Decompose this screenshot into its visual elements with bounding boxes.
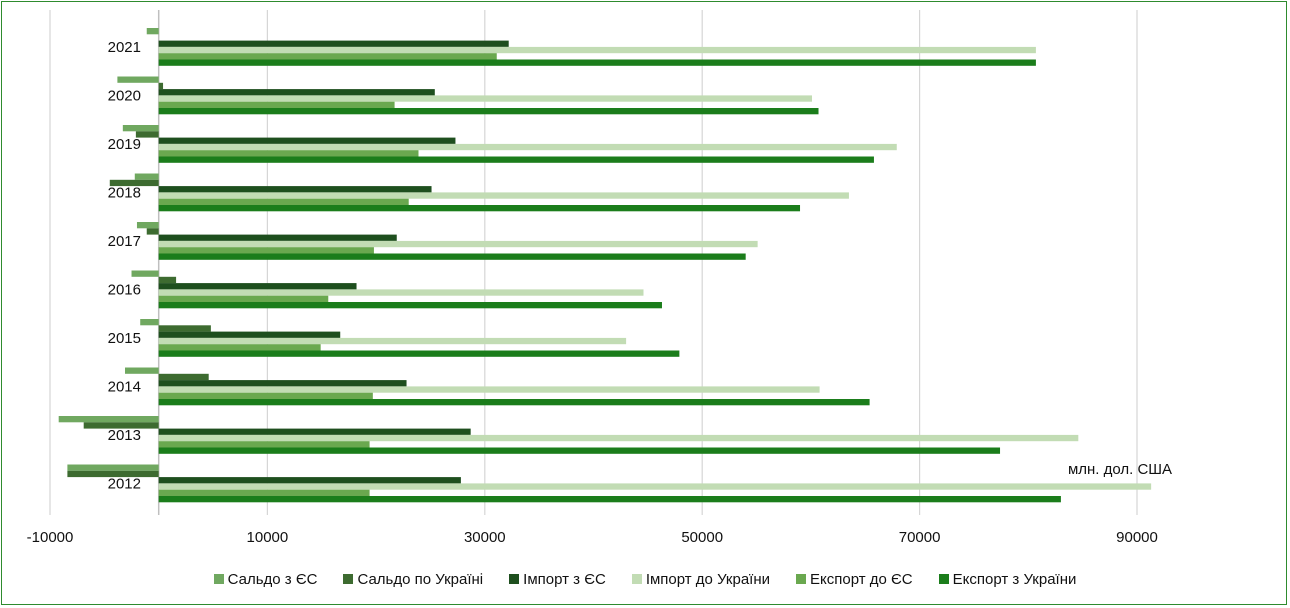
- category-label: 2018: [108, 184, 141, 201]
- category-label: 2020: [108, 87, 141, 104]
- legend-label: Експорт з України: [952, 570, 1077, 588]
- bar-2017-2: Сальдо по Україні 2017: -1100: [146, 228, 159, 235]
- bar-2014-1: Сальдо з ЄС 2014: -3100: [125, 367, 159, 374]
- unit-note: млн. дол. США: [1068, 461, 1172, 478]
- category-label: 2021: [108, 39, 141, 56]
- bar-2012-3: Імпорт з ЄС 2012: 27800: [158, 477, 461, 484]
- category-label: 2019: [108, 136, 141, 153]
- bar-2012-6: Експорт з України 2012: 83000: [158, 496, 1061, 503]
- bar-2014-6: Експорт з України 2014: 65400: [158, 399, 870, 406]
- legend-swatch: [343, 574, 354, 584]
- bar-2021-5: Експорт до ЄС 2021: 31100: [158, 53, 497, 60]
- bar-2017-3: Імпорт з ЄС 2017: 21900: [158, 234, 397, 241]
- bar-chart: Сальдо з ЄС 2021: -1100 Сальдо по Україні…: [27, 10, 1172, 546]
- bar-2014-5: Експорт до ЄС 2014: 19700: [158, 392, 373, 399]
- bar-2014-4: Імпорт до України 2014: 60800: [158, 386, 820, 393]
- legend-item: Імпорт з ЄС: [509, 571, 606, 588]
- bar-2013-5: Експорт до ЄС 2013: 19400: [158, 441, 370, 448]
- bar-2018-3: Імпорт з ЄС 2018: 25100: [158, 186, 432, 193]
- bar-2013-2: Сальдо по Україні 2013: -6900: [83, 422, 159, 429]
- legend-item: Сальдо з ЄС: [213, 570, 318, 588]
- bar-2021-6: Експорт з України 2021: 80700: [158, 59, 1036, 66]
- bar-2015-1: Сальдо з ЄС 2015: -1700: [140, 319, 159, 326]
- legend-label: Експорт до ЄС: [810, 570, 913, 588]
- bar-2015-5: Експорт до ЄС 2015: 14900: [158, 344, 321, 351]
- x-tick-label: 50000: [681, 529, 723, 546]
- bar-2017-6: Експорт з України 2017: 54000: [158, 253, 746, 260]
- bar-2020-2: Сальдо по Україні 2020: 400: [158, 82, 164, 90]
- legend-item: Експорт до ЄС: [796, 571, 913, 588]
- bar-2013-3: Імпорт з ЄС 2013: 28700: [158, 428, 471, 435]
- x-tick-label: 90000: [1116, 529, 1158, 546]
- category-label: 2013: [108, 427, 141, 444]
- bar-2016-4: Імпорт до України 2016: 44600: [158, 289, 644, 296]
- bar-2020-6: Експорт з України 2020: 60700: [158, 108, 819, 115]
- bar-2013-1: Сальдо з ЄС 2013: -9200: [58, 416, 159, 423]
- x-tick-label: 10000: [247, 529, 289, 546]
- x-tick-label: -10000: [27, 529, 74, 546]
- legend-item: Сальдо по Україні: [343, 571, 483, 588]
- x-tick-label: 30000: [464, 529, 506, 546]
- category-label: 2016: [108, 281, 141, 298]
- bars: Сальдо з ЄС 2021: -1100 Сальдо по Україні…: [58, 28, 1152, 503]
- bar-2018-1: Сальдо з ЄС 2018: -2200: [134, 173, 159, 180]
- bar-2015-2: Сальдо по Україні 2015: 4800: [158, 325, 211, 332]
- category-label: 2015: [108, 330, 141, 347]
- legend-item: Імпорт до України: [631, 570, 771, 588]
- bar-2017-1: Сальдо з ЄС 2017: -2000: [136, 222, 159, 229]
- bar-2015-4: Імпорт до України 2015: 43000: [158, 337, 627, 345]
- bar-2017-5: Експорт до ЄС 2017: 19800: [158, 247, 374, 254]
- bar-2015-3: Імпорт з ЄС 2015: 16700: [158, 331, 341, 338]
- x-axis-ticks: -10000 10000 30000 50000 70000 90000: [27, 529, 1158, 546]
- bar-2021-3: Імпорт з ЄС 2021: 32200: [158, 40, 509, 47]
- legend-label: Сальдо з ЄС: [227, 570, 318, 588]
- x-tick-label: 70000: [899, 529, 941, 546]
- bar-2020-3: Імпорт з ЄС 2020: 25400: [158, 89, 435, 96]
- bar-2018-6: Експорт з України 2018: 59000: [158, 205, 801, 212]
- bar-2021-4: Імпорт до України 2021: 80700: [158, 46, 1036, 54]
- bar-2021-1: Сальдо з ЄС 2021: -1100: [146, 28, 159, 35]
- bar-2020-5: Експорт до ЄС 2020: 21700: [158, 101, 395, 108]
- bar-2019-4: Імпорт до України 2019: 67900: [158, 143, 897, 151]
- legend-swatch: [213, 574, 224, 584]
- bar-2014-3: Імпорт з ЄС 2014: 22800: [158, 380, 407, 387]
- category-label: 2014: [108, 378, 141, 395]
- legend-label: Сальдо по Україні: [357, 570, 484, 588]
- bar-2020-1: Сальдо з ЄС 2020: -3800: [117, 76, 159, 83]
- bar-2017-4: Імпорт до України 2017: 55100: [158, 240, 758, 248]
- legend-swatch: [631, 574, 642, 584]
- bar-2019-5: Експорт до ЄС 2019: 23900: [158, 150, 419, 157]
- bar-2012-2: Сальдо по Україні 2012: -8400: [67, 470, 159, 478]
- legend-label: Імпорт з ЄС: [523, 570, 606, 588]
- bar-2018-2: Сальдо по Україні 2018: -4500: [109, 179, 159, 187]
- legend-swatch: [938, 574, 949, 584]
- bar-2019-2: Сальдо по Україні 2019: -2100: [135, 131, 159, 138]
- bar-2012-1: Сальдо з ЄС 2012: -8400: [67, 464, 159, 471]
- bar-2016-6: Експорт з України 2016: 46300: [158, 302, 662, 309]
- bar-2013-6: Експорт з України 2013: 77400: [158, 447, 1001, 454]
- category-label: 2017: [108, 233, 141, 250]
- legend-swatch: [509, 574, 520, 584]
- bar-2018-4: Імпорт до України 2018: 63500: [158, 192, 849, 199]
- bar-2014-2: Сальдо по Україні 2014: 4600: [158, 373, 209, 381]
- bar-2013-4: Імпорт до України 2013: 84600: [158, 434, 1079, 442]
- bar-2012-4: Імпорт до України 2012: 91300: [158, 483, 1152, 490]
- bar-2012-5: Експорт до ЄС 2012: 19400: [158, 489, 370, 496]
- bar-2015-6: Експорт з України 2015: 47900: [158, 350, 680, 357]
- bar-2016-5: Експорт до ЄС 2016: 15600: [158, 295, 329, 302]
- bar-2016-2: Сальдо по Україні 2016: 1600: [158, 276, 177, 284]
- legend-item: Експорт з України: [938, 570, 1077, 588]
- bar-2019-3: Імпорт з ЄС 2019: 27300: [158, 137, 456, 144]
- category-label: 2012: [108, 475, 141, 492]
- legend-label: Імпорт до України: [645, 570, 771, 588]
- bar-2016-1: Сальдо з ЄС 2016: -2500: [131, 270, 159, 277]
- bar-2020-4: Імпорт до України 2020: 60100: [158, 95, 812, 102]
- chart-legend: Сальдо з ЄС Сальдо по Україні Імпорт з ЄС І…: [0, 564, 1290, 594]
- bar-2018-5: Експорт до ЄС 2018: 23000: [158, 198, 409, 205]
- legend-swatch: [796, 574, 807, 584]
- bar-2019-1: Сальдо з ЄС 2019: -3300: [122, 125, 159, 132]
- bar-2016-3: Імпорт з ЄС 2016: 18200: [158, 283, 357, 290]
- bar-2019-6: Експорт з України 2019: 65800: [158, 156, 874, 163]
